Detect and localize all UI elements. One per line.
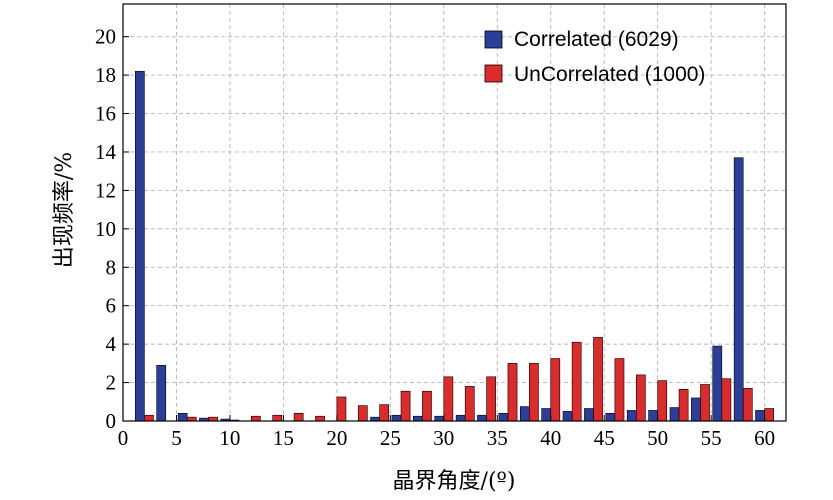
bar-uncorrelated (700, 384, 710, 422)
bar-uncorrelated (764, 408, 775, 422)
x-tick-label: 45 (594, 426, 615, 450)
bar-correlated (626, 410, 637, 422)
legend-label-uncorrelated: UnCorrelated (1000) (514, 63, 705, 86)
x-tick-label: 35 (487, 426, 508, 450)
bar-correlated (605, 413, 616, 422)
x-tick-label: 60 (754, 426, 775, 450)
bar-uncorrelated (272, 414, 283, 422)
bar-correlated (584, 408, 594, 422)
bar-uncorrelated (315, 415, 325, 422)
bar-correlated (541, 408, 552, 422)
grid (123, 4, 786, 421)
bar-uncorrelated (443, 376, 454, 422)
bar-uncorrelated (529, 363, 539, 422)
bars (134, 70, 775, 422)
x-tick-label: 0 (118, 426, 129, 450)
bar-uncorrelated (379, 404, 390, 422)
bar-uncorrelated (614, 358, 625, 422)
x-axis-title: 晶界角度/(º) (393, 469, 516, 494)
y-tick-label: 20 (95, 25, 116, 49)
bar-correlated (691, 397, 701, 422)
bar-correlated (156, 364, 167, 422)
x-tick-label: 40 (540, 426, 561, 450)
bar-uncorrelated (293, 413, 304, 422)
x-tick-label: 25 (380, 426, 401, 450)
bar-correlated (434, 415, 445, 422)
bar-uncorrelated (550, 358, 561, 422)
bar-correlated (455, 414, 466, 422)
bar-uncorrelated (400, 390, 411, 422)
x-tick-label: 50 (647, 426, 668, 450)
y-tick-label: 12 (95, 178, 116, 202)
bar-correlated (712, 345, 723, 422)
x-tick-label: 30 (433, 426, 454, 450)
y-tick-label: 0 (106, 409, 117, 433)
bar-uncorrelated (635, 374, 646, 422)
legend: Correlated (6029) UnCorrelated (1000) (484, 28, 705, 86)
legend-swatch-uncorrelated (484, 64, 503, 83)
y-tick-label: 10 (95, 217, 116, 241)
x-tick-label: 5 (171, 426, 182, 450)
bar-uncorrelated (357, 405, 368, 422)
x-tick-label: 15 (273, 426, 294, 450)
bar-correlated (477, 414, 487, 422)
axes (122, 3, 787, 422)
bar-uncorrelated (742, 388, 753, 422)
bar-correlated (391, 414, 402, 422)
y-tick-label: 6 (106, 294, 117, 318)
bar-correlated (134, 70, 145, 422)
bar-correlated (648, 410, 658, 422)
bar-uncorrelated (422, 390, 432, 422)
y-tick-label: 4 (106, 332, 117, 356)
bar-correlated (562, 411, 573, 422)
bar-correlated (413, 415, 423, 422)
plot-frame (122, 3, 787, 422)
bar-correlated (755, 410, 765, 422)
bar-correlated (177, 413, 188, 422)
y-tick-label: 16 (95, 102, 116, 126)
bar-uncorrelated (593, 337, 603, 422)
bar-uncorrelated (721, 378, 732, 422)
bar-correlated (519, 406, 530, 422)
bar-uncorrelated (507, 363, 518, 422)
y-tick-label: 18 (95, 63, 116, 87)
legend-swatch-correlated (484, 30, 503, 49)
y-tick-label: 2 (106, 371, 117, 395)
bar-uncorrelated (251, 415, 261, 422)
legend-label-correlated: Correlated (6029) (514, 28, 679, 51)
bar-correlated (733, 157, 744, 422)
bar-uncorrelated (678, 388, 689, 422)
y-tick-label: 14 (95, 140, 117, 164)
y-tick-label: 8 (106, 255, 117, 279)
bar-correlated (498, 413, 509, 422)
bar-correlated (669, 407, 680, 422)
bar-uncorrelated (571, 341, 582, 422)
bar-uncorrelated (657, 380, 668, 422)
bar-uncorrelated (336, 396, 347, 422)
y-axis-title: 出现频率/% (52, 152, 77, 268)
x-tick-label: 55 (701, 426, 722, 450)
bar-uncorrelated (464, 386, 475, 422)
tick-labels: 0 5 10 15 20 25 30 35 40 45 50 55 60 0 2 4 6 8 10 12 14 16 18 2… (95, 25, 775, 450)
x-tick-label: 10 (219, 426, 240, 450)
bar-uncorrelated (486, 376, 496, 422)
x-tick-label: 20 (326, 426, 347, 450)
bar-uncorrelated (144, 414, 154, 422)
